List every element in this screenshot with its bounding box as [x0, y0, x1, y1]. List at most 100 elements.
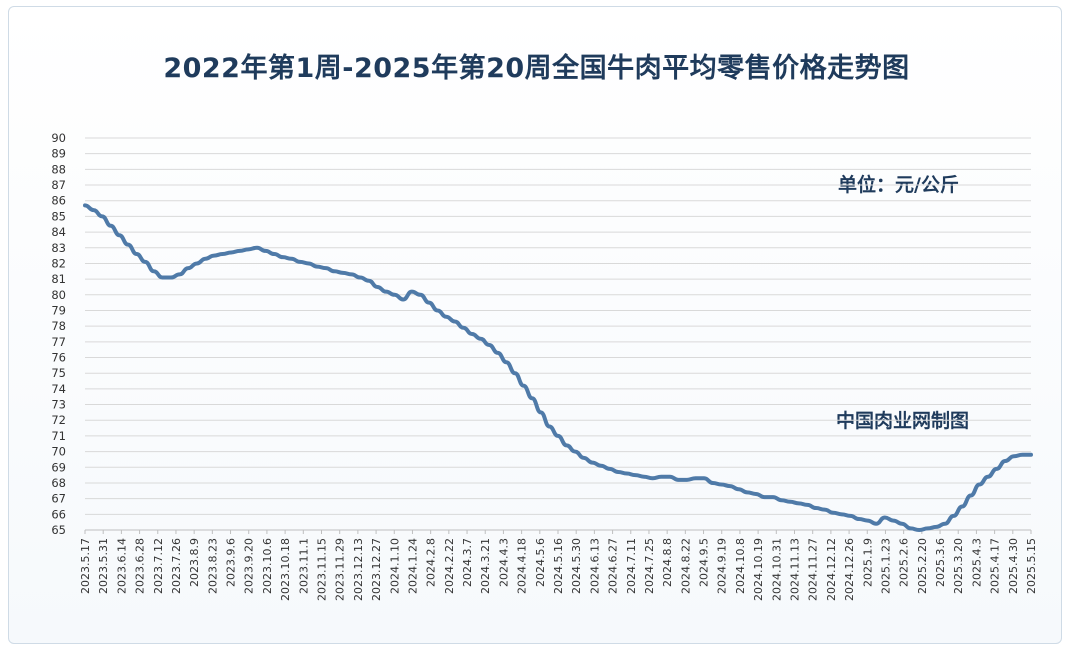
- x-tick-label: 2023.7.26: [170, 538, 183, 594]
- x-tick-label: 2024.2.8: [425, 538, 438, 587]
- data-point: [798, 502, 800, 505]
- data-point: [892, 519, 895, 522]
- x-tick-label: 2024.8.22: [679, 538, 692, 594]
- data-point: [737, 488, 740, 491]
- y-tick-label: 79: [51, 303, 66, 317]
- y-tick-label: 72: [51, 413, 66, 427]
- data-point: [479, 337, 482, 340]
- x-tick-label: 2024.3.21: [479, 538, 492, 594]
- data-point: [978, 483, 981, 486]
- x-tick-label: 2024.1.24: [406, 538, 419, 594]
- x-tick-label: 2024.10.31: [770, 538, 783, 601]
- y-tick-label: 85: [51, 209, 66, 223]
- data-point: [909, 527, 912, 530]
- data-point: [359, 276, 362, 279]
- y-tick-label: 76: [51, 351, 66, 365]
- y-tick-label: 69: [51, 460, 66, 474]
- x-tick-label: 2025.2.20: [916, 538, 929, 594]
- x-tick-label: 2023.5.31: [97, 538, 110, 594]
- y-tick-label: 68: [51, 476, 66, 490]
- x-tick-label: 2023.12.27: [370, 538, 383, 601]
- series-group: [83, 203, 1033, 532]
- y-tick-label: 73: [51, 398, 66, 412]
- data-point: [385, 290, 387, 293]
- y-tick-label: 66: [51, 507, 66, 521]
- data-point: [565, 444, 568, 447]
- x-tick-label: 2023.8.23: [206, 538, 219, 594]
- data-point: [239, 250, 241, 252]
- data-point: [583, 457, 585, 459]
- x-tick-label: 2024.11.27: [807, 538, 820, 601]
- data-point: [806, 504, 809, 506]
- data-point: [600, 464, 602, 467]
- x-tick-label: 2025.2.6: [898, 538, 911, 587]
- data-point: [522, 384, 525, 387]
- data-point: [264, 250, 267, 252]
- data-point: [170, 276, 172, 279]
- x-tick-label: 2023.9.20: [243, 538, 256, 594]
- data-point: [720, 483, 723, 486]
- data-point: [849, 515, 852, 517]
- data-point: [927, 527, 929, 530]
- data-point: [780, 499, 783, 502]
- data-point: [307, 262, 310, 265]
- x-tick-label: 2023.12.13: [352, 538, 365, 601]
- data-point: [677, 479, 680, 481]
- y-tick-label: 75: [51, 366, 66, 380]
- y-tick-label: 84: [51, 225, 66, 239]
- data-point: [118, 234, 121, 237]
- data-point: [333, 270, 336, 273]
- x-axis: 2023.5.17 2023.5.31 2023.6.14 2023.6.28 2023…: [79, 530, 1038, 601]
- data-point: [368, 279, 370, 282]
- x-tick-label: 2023.9.6: [225, 538, 238, 587]
- x-tick-label: 2024.1.10: [388, 538, 401, 594]
- data-point: [557, 435, 559, 437]
- y-tick-label: 81: [51, 272, 66, 286]
- data-point: [746, 491, 748, 494]
- x-tick-label: 2023.10.6: [261, 538, 274, 594]
- chart-title: 2022年第1周-2025年第20周全国牛肉平均零售价格走势图: [163, 53, 910, 84]
- data-point: [428, 301, 430, 304]
- data-point: [462, 326, 465, 329]
- y-tick-label: 74: [51, 382, 66, 396]
- x-tick-label: 2023.11.29: [334, 538, 347, 601]
- data-point: [187, 267, 189, 269]
- y-tick-label: 86: [51, 194, 66, 208]
- data-point: [660, 475, 662, 478]
- data-point: [213, 254, 215, 257]
- y-tick-label: 71: [51, 429, 66, 443]
- data-point: [772, 496, 774, 498]
- data-point: [918, 529, 920, 531]
- data-point: [617, 471, 619, 473]
- x-tick-label: 2023.6.14: [115, 538, 128, 594]
- data-point: [626, 472, 628, 475]
- x-tick-label: 2024.7.25: [643, 538, 656, 594]
- data-point: [961, 505, 963, 508]
- x-tick-label: 2024.9.19: [716, 538, 729, 594]
- data-point: [144, 261, 146, 263]
- data-point: [350, 273, 353, 276]
- chart-frame: [8, 6, 1062, 644]
- y-tick-label: 89: [51, 147, 66, 161]
- x-tick-label: 2023.11.15: [316, 538, 329, 601]
- data-point: [153, 270, 155, 273]
- x-tick-label: 2025.4.3: [970, 538, 983, 587]
- data-point: [454, 320, 456, 323]
- data-point: [763, 496, 766, 498]
- data-point: [196, 262, 198, 265]
- x-tick-label: 2023.11.1: [297, 538, 310, 594]
- data-point: [703, 477, 705, 480]
- data-point: [127, 243, 129, 246]
- data-point: [815, 507, 817, 509]
- data-point: [823, 508, 826, 511]
- data-point: [273, 253, 276, 255]
- data-point: [411, 290, 413, 293]
- y-tick-label: 78: [51, 319, 66, 333]
- data-point: [1004, 460, 1006, 462]
- data-point: [282, 256, 284, 258]
- data-point: [445, 315, 448, 318]
- data-point: [342, 272, 344, 274]
- data-point: [789, 500, 791, 503]
- data-point: [161, 276, 164, 279]
